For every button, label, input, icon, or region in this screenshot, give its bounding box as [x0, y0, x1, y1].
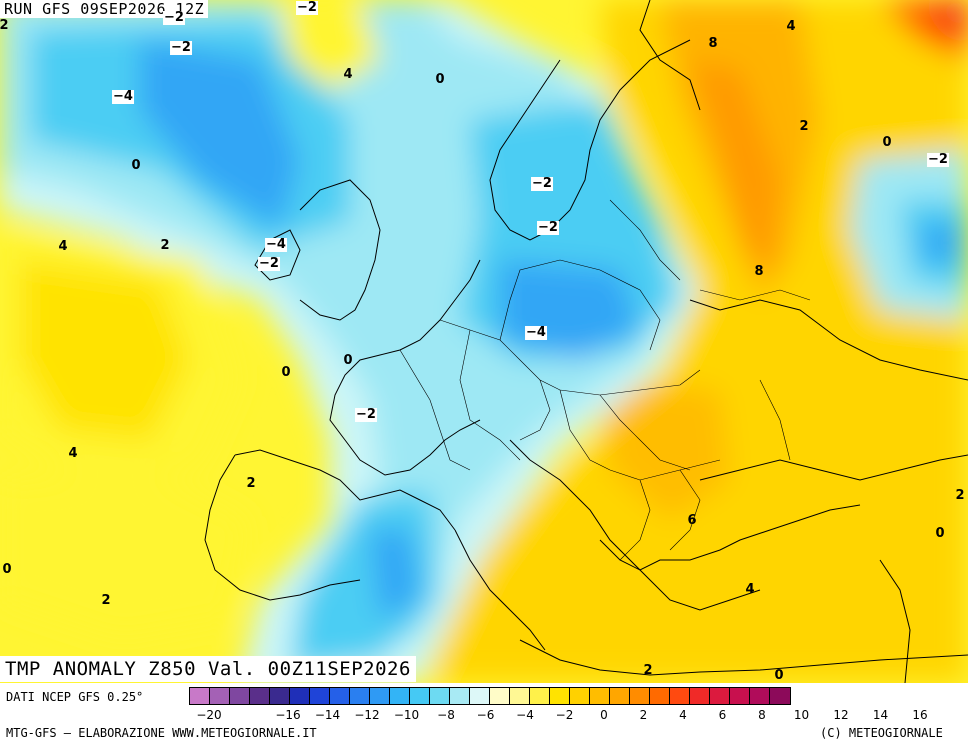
- run-info: RUN GFS 09SEP2026 12Z: [0, 0, 209, 18]
- legend-swatch: [670, 688, 690, 704]
- legend-swatch: [770, 688, 790, 704]
- legend-tick-label: 6: [718, 708, 727, 722]
- isoline-label: 2: [246, 476, 256, 491]
- isoline-label: 4: [343, 67, 353, 82]
- isoline-label: −4: [265, 237, 287, 252]
- legend-tick-label: −4: [516, 708, 534, 722]
- legend-tick-label: 4: [679, 708, 687, 722]
- coastlines: [204, 0, 968, 683]
- legend-tick-label: −12: [354, 708, 380, 722]
- isoline-label: 2: [643, 663, 653, 678]
- legend-tick-label: −2: [555, 708, 574, 722]
- legend-swatch: [590, 688, 610, 704]
- legend-swatch: [270, 688, 290, 704]
- legend-swatch: [570, 688, 590, 704]
- legend-swatch: [370, 688, 390, 704]
- isoline-label: −2: [296, 0, 318, 15]
- legend-tick-label: −10: [393, 708, 420, 722]
- isoline-label: 0: [281, 365, 291, 380]
- temperature-anomaly-map: [0, 0, 968, 683]
- legend-swatch: [730, 688, 750, 704]
- legend-swatch: [510, 688, 530, 704]
- anomaly-field: [0, 0, 968, 683]
- isoline-label: 8: [754, 264, 764, 279]
- legend-swatch: [710, 688, 730, 704]
- isoline-label: −4: [525, 325, 547, 340]
- isoline-label: −2: [355, 407, 377, 422]
- isoline-label: 0: [882, 135, 892, 150]
- color-legend-bar: [189, 687, 791, 705]
- isoline-label: 0: [774, 668, 784, 683]
- legend-swatch: [490, 688, 510, 704]
- legend-tick-label: 8: [758, 708, 766, 722]
- legend-swatch: [610, 688, 630, 704]
- isoline-label: 0: [2, 562, 12, 577]
- legend-swatch: [550, 688, 570, 704]
- map-canvas: [0, 0, 968, 683]
- isoline-label: −2: [170, 40, 192, 55]
- isoline-label: 2: [955, 488, 965, 503]
- isoline-label: 0: [343, 353, 353, 368]
- legend-tick-label: 10: [793, 708, 810, 722]
- footer: DATI NCEP GFS 0.25° −20 −16 −14 −12 −10 −8 −6−…: [0, 683, 968, 745]
- data-source-text: DATI NCEP GFS 0.25°: [6, 690, 144, 704]
- copyright-text: (C) METEOGIORNALE: [820, 726, 943, 740]
- isoline-label: 8: [708, 36, 718, 51]
- isoline-label: 2: [799, 119, 809, 134]
- credit-text: MTG-GFS — ELABORAZIONE WWW.METEOGIORNALE…: [6, 726, 317, 740]
- isoline-label: 2: [101, 593, 111, 608]
- legend-swatch: [650, 688, 670, 704]
- legend-swatch: [230, 688, 250, 704]
- isoline-label: −2: [258, 256, 280, 271]
- legend-tick-label: 14: [872, 708, 889, 722]
- legend-swatch: [290, 688, 310, 704]
- legend-tick-label: −16: [275, 708, 301, 722]
- isoline-label: −2: [927, 152, 949, 167]
- isoline-label: 6: [687, 513, 697, 528]
- isoline-label: 4: [58, 239, 68, 254]
- legend-swatch: [330, 688, 350, 704]
- legend-tick-label: 16: [912, 708, 928, 722]
- isoline-label: 4: [745, 582, 755, 597]
- legend-swatch: [250, 688, 270, 704]
- legend-swatch: [690, 688, 710, 704]
- legend-swatch: [430, 688, 450, 704]
- isoline-label: −4: [112, 89, 134, 104]
- legend-swatch: [390, 688, 410, 704]
- legend-swatch: [350, 688, 370, 704]
- isoline-label: 0: [131, 158, 141, 173]
- isoline-label: −2: [163, 10, 185, 25]
- legend-tick-label: 2: [639, 708, 648, 722]
- legend-tick-label: −8: [437, 708, 455, 722]
- isoline-label: −2: [531, 176, 553, 191]
- map-title: TMP ANOMALY Z850 Val. 00Z11SEP2026: [0, 656, 416, 682]
- legend-swatch: [630, 688, 650, 704]
- isoline-label: −2: [537, 220, 559, 235]
- legend-tick-label: −14: [314, 708, 341, 722]
- legend-swatch: [450, 688, 470, 704]
- legend-tick-label: −20: [196, 708, 222, 722]
- isoline-label: 4: [68, 446, 78, 461]
- isoline-label: 0: [935, 526, 945, 541]
- legend-swatch: [530, 688, 550, 704]
- legend-tick-label: −6: [476, 708, 495, 722]
- country-borders: [399, 199, 811, 561]
- legend-swatch: [410, 688, 430, 704]
- isoline-label: 4: [786, 19, 796, 34]
- isoline-label: 2: [160, 238, 170, 253]
- legend-swatch: [310, 688, 330, 704]
- legend-swatch: [190, 688, 210, 704]
- isoline-label: 0: [435, 72, 445, 87]
- legend-tick-label: 12: [833, 708, 849, 722]
- legend-swatch: [470, 688, 490, 704]
- legend-swatch: [750, 688, 770, 704]
- legend-swatch: [210, 688, 230, 704]
- isoline-label: 2: [0, 18, 9, 33]
- legend-tick-label: 0: [600, 708, 608, 722]
